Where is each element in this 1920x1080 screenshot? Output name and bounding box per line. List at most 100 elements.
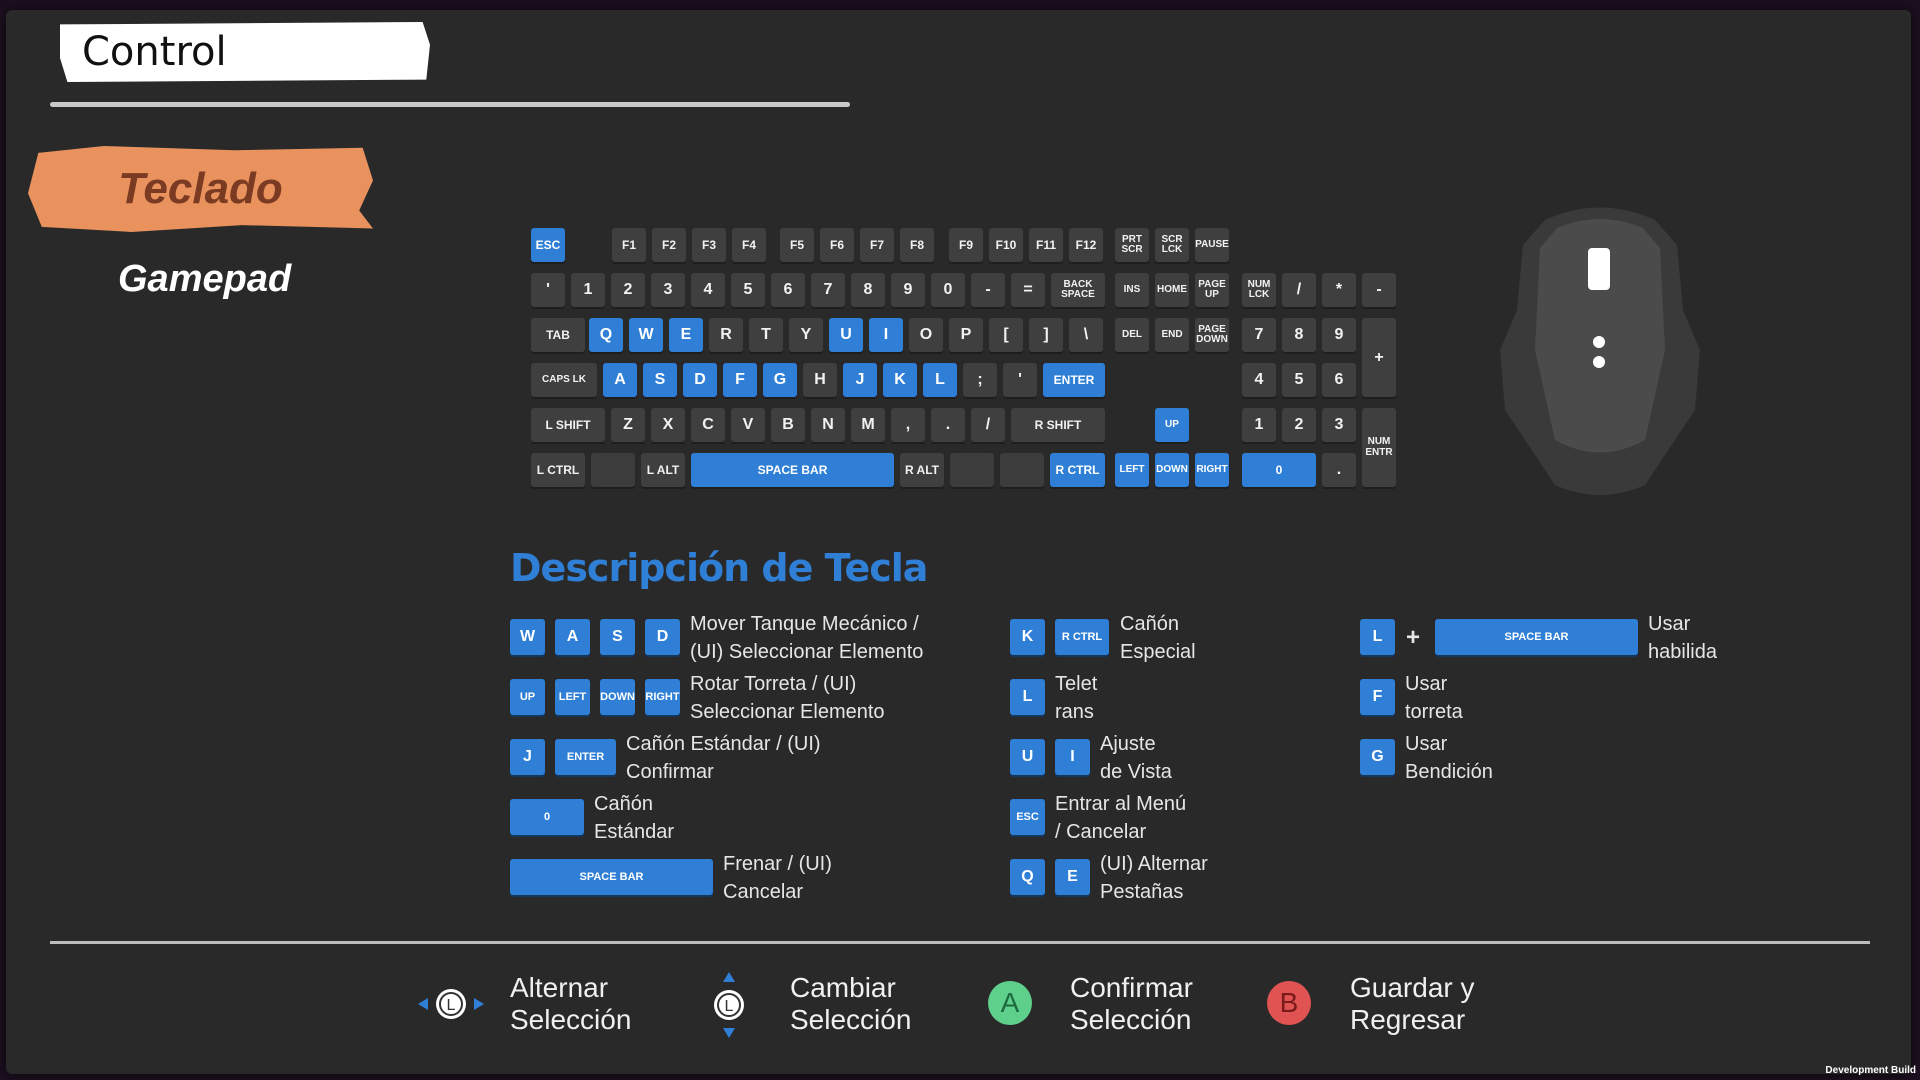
key-num-3: 3 <box>1322 408 1356 442</box>
key-o: O <box>909 318 943 352</box>
key-f11: F11 <box>1029 228 1063 262</box>
key-numlck: NUM LCK <box>1242 273 1276 307</box>
desc-key-u: U <box>1010 739 1045 775</box>
left-stick-letter: L <box>447 997 456 1014</box>
desc-text-teleport: Telet rans <box>1055 673 1098 723</box>
key-lctrl: L CTRL <box>531 453 585 487</box>
key-backslash: \ <box>1069 318 1103 352</box>
key-num-0: 0 <box>1242 453 1316 487</box>
key-num-4: 4 <box>1242 363 1276 397</box>
key-6: 6 <box>771 273 805 307</box>
key-rshift: R SHIFT <box>1011 408 1105 442</box>
key-enter: ENTER <box>1043 363 1105 397</box>
key-backspace: BACK SPACE <box>1051 273 1105 307</box>
desc-key-spacebar: SPACE BAR <box>510 859 713 895</box>
hint-toggle-selection: Alternar Selección <box>510 972 632 1035</box>
desc-key-g: G <box>1360 739 1395 775</box>
key-4: 4 <box>691 273 725 307</box>
key-num-8: 8 <box>1282 318 1316 352</box>
desc-key-esc: ESC <box>1010 799 1045 835</box>
left-stick-horizontal-icon: L <box>418 989 484 1019</box>
hint-save-return: Guardar y Regresar <box>1350 972 1475 1035</box>
key-spacebar: SPACE BAR <box>691 453 894 487</box>
key-8: 8 <box>851 273 885 307</box>
key-p: P <box>949 318 983 352</box>
key-quote: ' <box>1003 363 1037 397</box>
desc-text-turret: Usar torreta <box>1405 673 1463 723</box>
key-lshift: L SHIFT <box>531 408 605 442</box>
desc-key-up: UP <box>510 679 545 715</box>
desc-key-a: A <box>555 619 590 655</box>
desc-key-s: S <box>600 619 635 655</box>
desc-text-special-cannon: Cañón Especial <box>1120 613 1196 663</box>
desc-text-blessing: Usar Bendición <box>1405 733 1493 783</box>
key-b: B <box>771 408 805 442</box>
desc-key-k: K <box>1010 619 1045 655</box>
desc-key-j: J <box>510 739 545 775</box>
key-f9: F9 <box>949 228 983 262</box>
key-minus: - <box>971 273 1005 307</box>
key-i: I <box>869 318 903 352</box>
key-num-minus: - <box>1362 273 1396 307</box>
key-slash: / <box>971 408 1005 442</box>
key-num-2: 2 <box>1282 408 1316 442</box>
key-prtscr: PRT SCR <box>1115 228 1149 262</box>
key-0: 0 <box>931 273 965 307</box>
desc-key-i: I <box>1055 739 1090 775</box>
key-pagedown: PAGE DOWN <box>1195 318 1229 352</box>
hint-change-selection: Cambiar Selección <box>790 972 912 1035</box>
desc-key-right: RIGHT <box>645 679 680 715</box>
desc-text-rotate: Rotar Torreta / (UI) Seleccionar Element… <box>690 673 885 723</box>
key-num-multiply: * <box>1322 273 1356 307</box>
bottom-divider <box>50 941 1870 944</box>
key-num-7: 7 <box>1242 318 1276 352</box>
desc-text-standard-cannon-2: Cañón Estándar <box>594 793 675 843</box>
desc-key-rctrl: R CTRL <box>1055 619 1109 655</box>
left-stick-letter: L <box>725 998 734 1015</box>
desc-key-l: L <box>1010 679 1045 715</box>
key-ralt: R ALT <box>900 453 944 487</box>
b-button-icon: B <box>1267 981 1311 1025</box>
key-f8: F8 <box>900 228 934 262</box>
key-f2: F2 <box>652 228 686 262</box>
key-f5: F5 <box>780 228 814 262</box>
key-9: 9 <box>891 273 925 307</box>
key-g: G <box>763 363 797 397</box>
key-blank <box>1000 453 1044 487</box>
key-5: 5 <box>731 273 765 307</box>
key-3: 3 <box>651 273 685 307</box>
tab-gamepad[interactable]: Gamepad <box>118 258 292 300</box>
left-stick-vertical-icon: L <box>714 972 744 1038</box>
key-t: T <box>749 318 783 352</box>
key-e: E <box>669 318 703 352</box>
desc-key-f: F <box>1360 679 1395 715</box>
desc-text-menu: Entrar al Menú / Cancelar <box>1055 793 1187 843</box>
key-scrlck: SCR LCK <box>1155 228 1189 262</box>
key-num-enter: NUM ENTR <box>1362 408 1396 487</box>
tab-keyboard-label: Teclado <box>118 164 283 213</box>
key-f1: F1 <box>612 228 646 262</box>
key-period: . <box>931 408 965 442</box>
key-num-decimal: . <box>1322 453 1356 487</box>
key-blank <box>591 453 635 487</box>
key-v: V <box>731 408 765 442</box>
key-f3: F3 <box>692 228 726 262</box>
key-f: F <box>723 363 757 397</box>
key-del: DEL <box>1115 318 1149 352</box>
key-num-divide: / <box>1282 273 1316 307</box>
key-h: H <box>803 363 837 397</box>
key-down: DOWN <box>1155 453 1189 487</box>
page-title: Control <box>60 22 430 82</box>
key-pageup: PAGE UP <box>1195 273 1229 307</box>
development-build-label: Development Build <box>1825 1065 1916 1076</box>
desc-key-l-2: L <box>1360 619 1395 655</box>
desc-key-spacebar-2: SPACE BAR <box>1435 619 1638 655</box>
key-home: HOME <box>1155 273 1189 307</box>
key-tab: TAB <box>531 318 585 352</box>
key-ins: INS <box>1115 273 1149 307</box>
tab-keyboard[interactable]: Teclado <box>28 146 373 232</box>
key-c: C <box>691 408 725 442</box>
desc-key-d: D <box>645 619 680 655</box>
key-z: Z <box>611 408 645 442</box>
desc-text-tabs: (UI) Alternar Pestañas <box>1100 853 1208 903</box>
